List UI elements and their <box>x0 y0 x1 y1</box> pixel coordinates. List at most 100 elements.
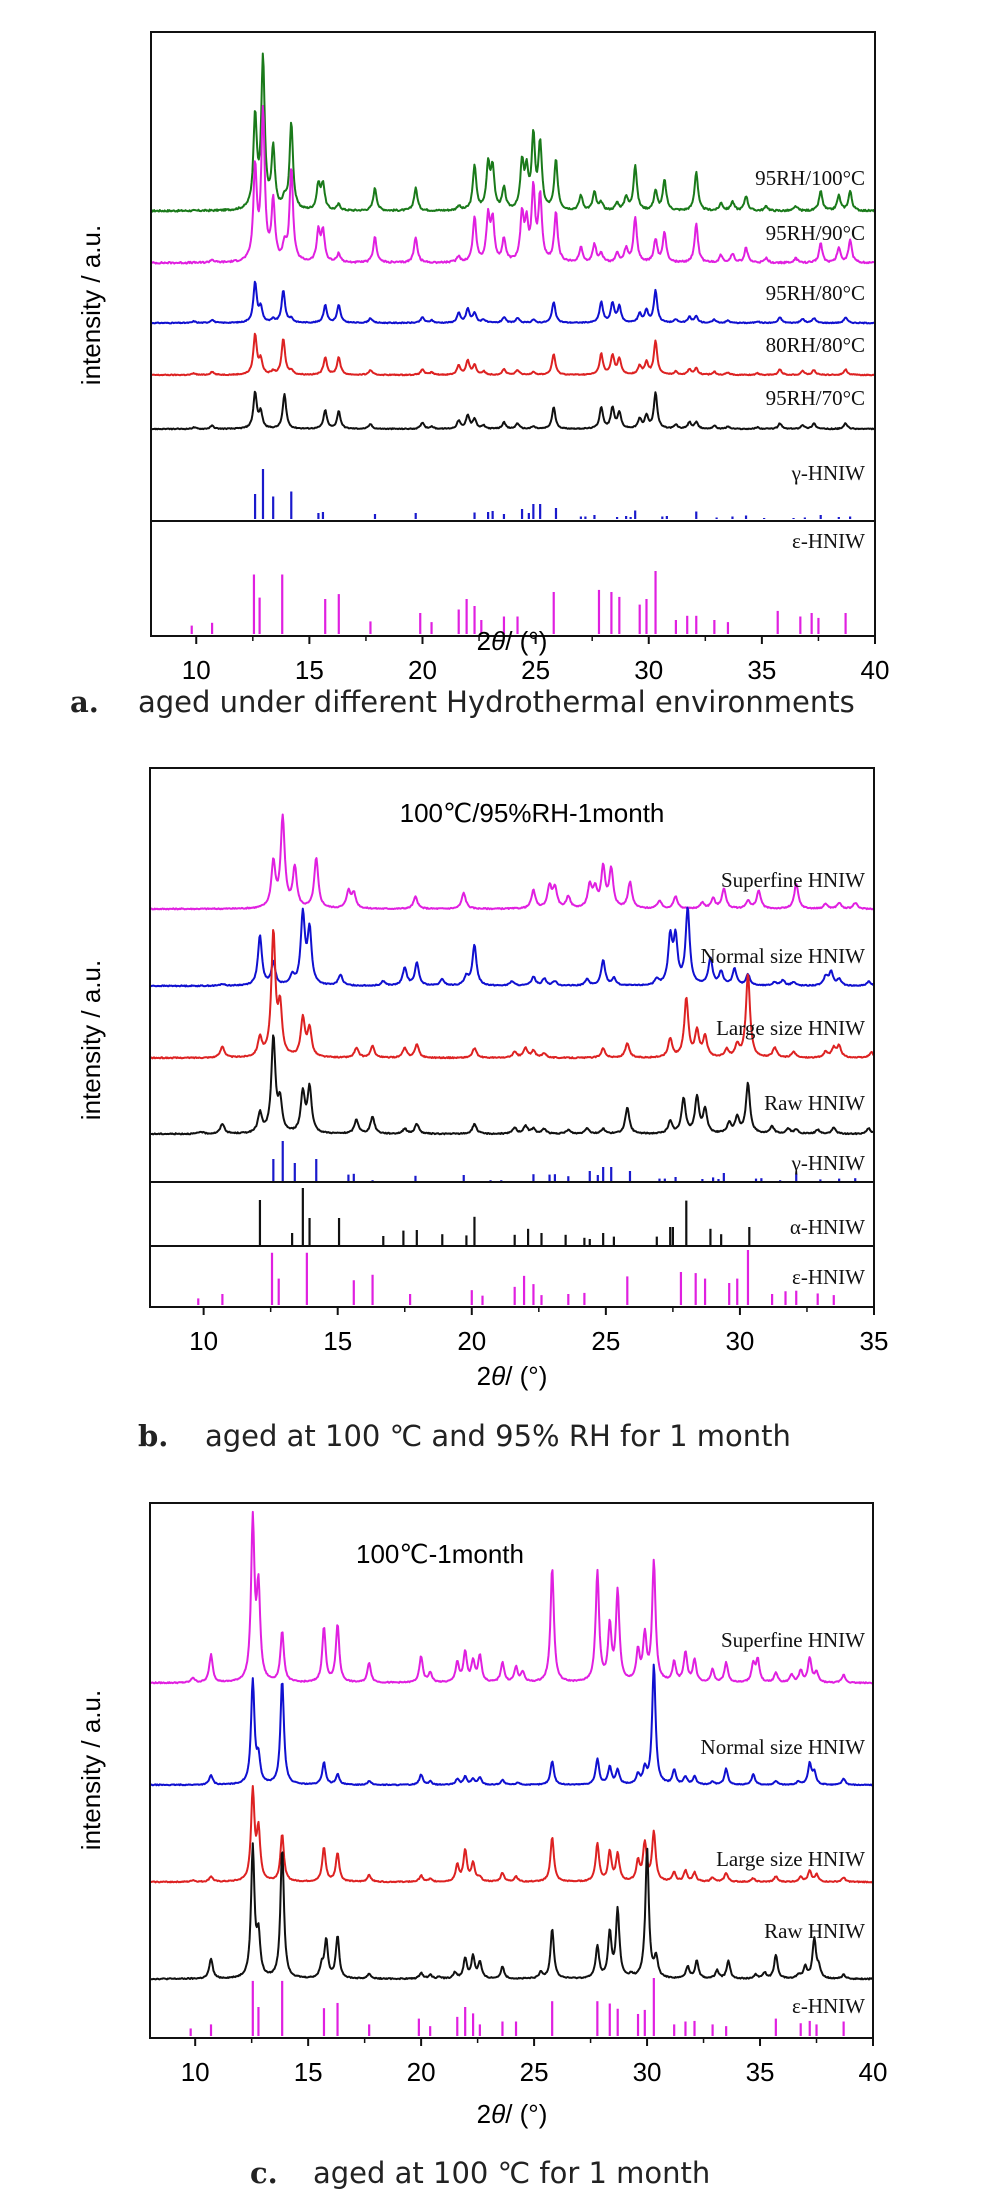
series-raw-hniw <box>150 1842 873 1981</box>
x-tick-label: 40 <box>859 2057 888 2087</box>
series-label-hniw: α-HNIW <box>790 1215 865 1239</box>
series-large-size-hniw <box>150 1785 873 1884</box>
series-95rh-100-c <box>151 52 875 213</box>
pattern-line-large-size-hniw <box>150 929 874 1060</box>
series-label-superfine-hniw: Superfine HNIW <box>721 868 865 892</box>
x-tick-label: 15 <box>295 655 324 685</box>
x-label-suffix: / (°) <box>505 1361 547 1391</box>
panel-c-x-axis-label: 2θ/ (°) <box>477 2099 548 2129</box>
plot-frame <box>150 31 876 637</box>
panel-b-caption: aged at 100 ℃ and 95% RH for 1 month <box>205 1419 791 1453</box>
x-tick-label: 15 <box>323 1326 352 1356</box>
panel-b-title: 100℃/95%RH-1month <box>400 798 665 828</box>
series-label-hniw: ε-HNIW <box>792 529 865 553</box>
x-tick-label: 30 <box>633 2057 662 2087</box>
pattern-line-large-size-hniw <box>150 1785 873 1884</box>
panel-c-title: 100℃-1month <box>356 1539 524 1569</box>
pattern-line-superfine-hniw <box>150 1510 873 1685</box>
panel-b-title-box <box>383 787 683 827</box>
series-label-95rh-80-c: 95RH/80°C <box>766 281 865 305</box>
x-tick-label: 35 <box>747 655 776 685</box>
x-tick-label: 25 <box>520 2057 549 2087</box>
series-hniw <box>258 1188 751 1245</box>
series-80rh-80-c <box>151 332 875 377</box>
panel-b-y-axis-label: intensity / a.u. <box>76 960 106 1120</box>
series-hniw <box>189 1978 845 2036</box>
series-label-normal-size-hniw: Normal size HNIW <box>701 944 866 968</box>
series-superfine-hniw <box>150 813 874 911</box>
series-hniw <box>272 1141 857 1181</box>
x-label-prefix: 2 <box>477 2099 491 2129</box>
pattern-line-95rh-90-c <box>151 105 875 265</box>
panel-a-plot: 95RH/100°C 95RH/90°C 95RH/80°C 80RH/80°C 95R… <box>150 31 890 685</box>
x-tick-label: 25 <box>521 655 550 685</box>
panel-c-title-box <box>340 1522 540 1562</box>
x-tick-label: 20 <box>407 2057 436 2087</box>
pattern-line-superfine-hniw <box>150 813 874 911</box>
panel-a-y-axis-label: intensity / a.u. <box>76 225 106 385</box>
plot-frame <box>149 1502 874 2039</box>
panel-c: Superfine HNIW Normal size HNIW Large size… <box>76 1502 888 2190</box>
series-label-95rh-90-c: 95RH/90°C <box>766 221 865 245</box>
x-label-suffix: / (°) <box>505 2099 547 2129</box>
x-label-theta: θ <box>491 626 505 656</box>
series-label-raw-hniw: Raw HNIW <box>764 1919 865 1943</box>
pattern-line-normal-size-hniw <box>150 1663 873 1787</box>
pattern-line-95rh-80-c <box>151 280 875 325</box>
panel-c-caption-letter: c. <box>250 2156 278 2190</box>
x-tick-label: 25 <box>591 1326 620 1356</box>
panel-a-caption-letter: a. <box>70 685 99 719</box>
panel-b-plot: Superfine HNIW Normal size HNIW Large size… <box>149 767 889 1356</box>
series-label-95rh-100-c: 95RH/100°C <box>755 166 865 190</box>
x-label-prefix: 2 <box>477 1361 491 1391</box>
series-hniw <box>253 469 852 519</box>
series-group <box>151 52 875 634</box>
x-label-theta: θ <box>491 1361 505 1391</box>
x-tick-label: 35 <box>860 1326 889 1356</box>
series-hniw <box>190 571 847 634</box>
x-tick-label: 10 <box>181 2057 210 2087</box>
series-label-superfine-hniw: Superfine HNIW <box>721 1628 865 1652</box>
series-label-hniw: γ-HNIW <box>791 1151 866 1175</box>
x-label-prefix: 2 <box>477 626 491 656</box>
pattern-line-80rh-80-c <box>151 332 875 377</box>
pattern-line-95rh-70-c <box>151 390 875 431</box>
x-tick-label: 20 <box>408 655 437 685</box>
x-tick-label: 30 <box>634 655 663 685</box>
panel-c-caption: aged at 100 ℃ for 1 month <box>313 2156 710 2190</box>
plot-frame <box>149 767 875 1308</box>
x-tick-label: 35 <box>746 2057 775 2087</box>
series-95rh-70-c <box>151 390 875 431</box>
series-label-raw-hniw: Raw HNIW <box>764 1091 865 1115</box>
pattern-line-raw-hniw <box>150 1034 874 1136</box>
panel-a-caption: aged under different Hydrothermal enviro… <box>138 685 855 719</box>
panel-a: 95RH/100°C 95RH/90°C 95RH/80°C 80RH/80°C 95R… <box>70 31 890 719</box>
x-tick-label: 15 <box>294 2057 323 2087</box>
x-tick-label: 10 <box>189 1326 218 1356</box>
series-label-hniw: ε-HNIW <box>792 1994 865 2018</box>
series-label-large-size-hniw: Large size HNIW <box>716 1016 865 1040</box>
pattern-line-raw-hniw <box>150 1842 873 1981</box>
series-raw-hniw <box>150 1034 874 1136</box>
series-large-size-hniw <box>150 929 874 1060</box>
series-label-80rh-80-c: 80RH/80°C <box>766 333 865 357</box>
panel-b-x-axis-label: 2θ/ (°) <box>477 1361 548 1391</box>
series-group <box>150 813 874 1305</box>
x-label-suffix: / (°) <box>505 626 547 656</box>
series-label-hniw: ε-HNIW <box>792 1265 865 1289</box>
series-95rh-90-c <box>151 105 875 265</box>
series-normal-size-hniw <box>150 1663 873 1787</box>
x-tick-label: 40 <box>861 655 890 685</box>
panel-c-plot: Superfine HNIW Normal size HNIW Large size… <box>149 1502 888 2087</box>
series-label-95rh-70-c: 95RH/70°C <box>766 386 865 410</box>
pattern-line-95rh-100-c <box>151 52 875 213</box>
series-95rh-80-c <box>151 280 875 325</box>
panel-a-x-axis-label: 2θ/ (°) <box>477 626 548 656</box>
series-superfine-hniw <box>150 1510 873 1685</box>
series-group <box>150 1510 873 2036</box>
x-tick-label: 30 <box>725 1326 754 1356</box>
series-label-normal-size-hniw: Normal size HNIW <box>701 1735 866 1759</box>
x-label-theta: θ <box>491 2099 505 2129</box>
panel-b-caption-letter: b. <box>138 1419 168 1453</box>
